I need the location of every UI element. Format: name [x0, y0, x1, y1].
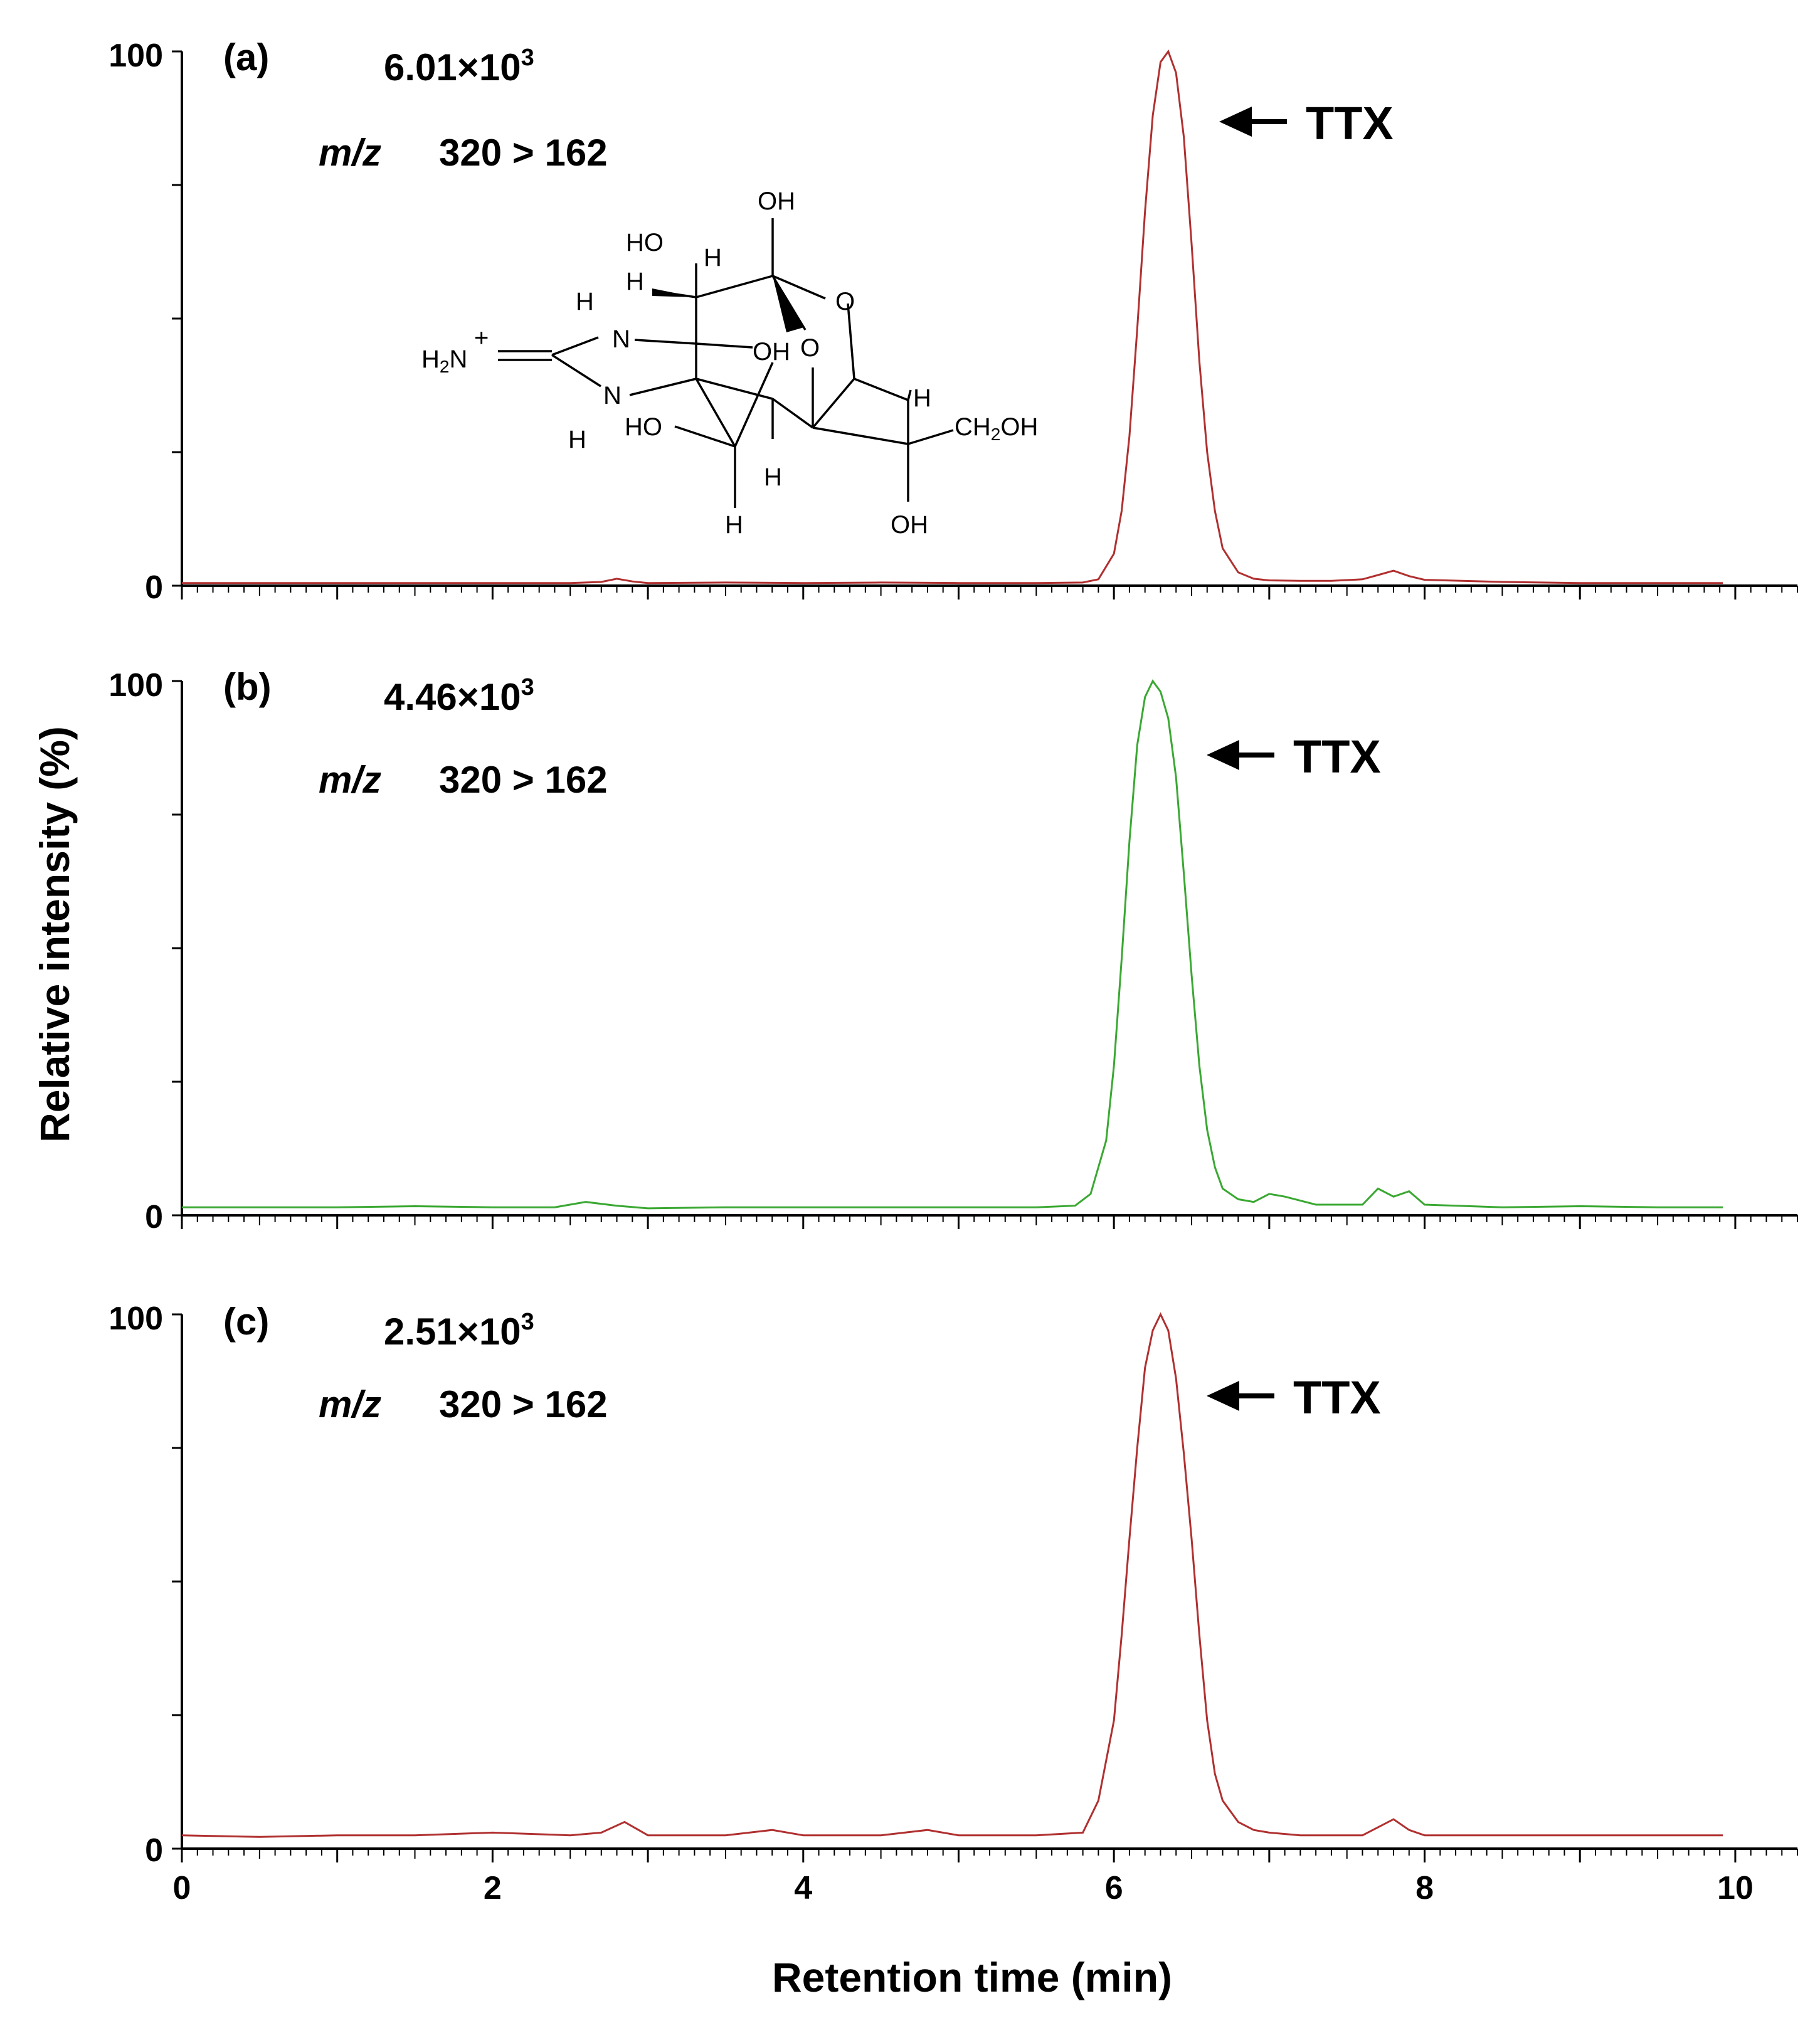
panel-b: 100 0 (b) 4.46×103 m/z 320 > 162 TTX [108, 666, 1798, 1235]
ttx-oh-center: OH [753, 338, 790, 366]
ttx-n-upper: N [612, 325, 630, 353]
ttx-structure-labels: OH HO H H O H N OH O + H2N N H H HO CH2O… [421, 188, 1038, 539]
panel-b-scale-times: × [457, 676, 479, 718]
panel-b-ttx-label: TTX [1293, 731, 1381, 783]
xtick-label-8: 8 [1415, 1870, 1434, 1906]
ttx-ch2oh-oh: OH [1000, 413, 1038, 441]
ttx-n-lower: N [603, 382, 622, 409]
xtick-label-0: 0 [173, 1870, 191, 1906]
ttx-h2n-h: H [421, 346, 440, 373]
ttx-h-upper: H [704, 244, 722, 272]
xtick-label-2: 2 [484, 1870, 502, 1906]
x-axis-title: Retention time (min) [772, 1954, 1172, 2000]
panel-c-scale-base: 10 [479, 1311, 521, 1353]
ttx-h2n-n: N [449, 346, 467, 373]
panel-c-ttx-label: TTX [1293, 1371, 1381, 1423]
xtick-label-4: 4 [794, 1870, 812, 1906]
ttx-plus: + [474, 324, 489, 352]
ttx-h2n: H2N [421, 346, 467, 376]
panel-b-transition: 320 > 162 [439, 759, 608, 801]
panel-a-y-ticks [172, 50, 182, 587]
panel-a-ttx-label: TTX [1306, 97, 1394, 149]
panel-c-y-ticks [172, 1313, 182, 1850]
panel-c-ttx-annotation: TTX [1207, 1371, 1381, 1423]
ttx-h-right: H [913, 384, 931, 412]
panel-c-scale-mantissa: 2.51 [384, 1311, 457, 1353]
panel-b-ytick-0: 0 [145, 1199, 163, 1235]
panel-b-scale: 4.46×103 [384, 674, 534, 718]
panel-b-label: (b) [223, 666, 272, 708]
panel-a-label: (a) [223, 36, 269, 78]
panel-c-scale-exp: 3 [521, 1309, 534, 1335]
ttx-h-left: H [626, 268, 644, 295]
panel-a-ytick-0: 0 [145, 569, 163, 606]
panel-b-scale-exp: 3 [521, 674, 534, 700]
ttx-ch2oh-ch: CH [955, 413, 991, 441]
panel-a-scale-mantissa: 6.01 [384, 46, 457, 88]
ttx-ho-lower: HO [625, 413, 662, 441]
ttx-h-bottom: H [725, 511, 743, 539]
panel-b-mz-label: m/z [319, 759, 381, 801]
ttx-h-n-lower: H [568, 426, 586, 453]
ttx-oh-top: OH [758, 188, 795, 215]
panel-c-ttx-arrowhead [1207, 1381, 1239, 1411]
panel-b-ttx-arrowhead [1207, 740, 1239, 770]
panel-a-scale-exp: 3 [521, 45, 534, 71]
panel-b-ttx-annotation: TTX [1207, 731, 1381, 783]
ttx-ch2oh-sub: 2 [991, 425, 1001, 444]
panel-a-ttx-annotation: TTX [1219, 97, 1394, 149]
panel-a-ytick-100: 100 [108, 38, 163, 74]
panel-b-y-ticks [172, 680, 182, 1217]
panel-a-scale-times: × [457, 46, 479, 88]
panel-b-ytick-100: 100 [108, 667, 163, 704]
panel-b-trace [182, 679, 1723, 1210]
panel-c-ytick-100: 100 [108, 1301, 163, 1337]
x-tick-labels: 0 2 4 6 8 10 [173, 1870, 1754, 1906]
ttx-h-mid: H [764, 463, 782, 491]
ttx-o-bridge: O [800, 334, 820, 362]
panel-c-scale-times: × [457, 1311, 479, 1353]
panel-c-ytick-0: 0 [145, 1832, 163, 1869]
panel-a-scale: 6.01×103 [384, 45, 534, 88]
ttx-h2n-sub: 2 [440, 357, 450, 376]
panel-b-scale-base: 10 [479, 676, 521, 718]
ttx-oh-bottom: OH [891, 511, 928, 539]
panel-a-ttx-arrowhead [1219, 107, 1252, 137]
panel-b-x-ticks [181, 1215, 1798, 1229]
xtick-label-10: 10 [1717, 1870, 1754, 1906]
panel-c-transition: 320 > 162 [439, 1383, 608, 1425]
panel-b-scale-mantissa: 4.46 [384, 676, 457, 718]
ttx-structure-drawing [498, 218, 954, 508]
panel-c-x-ticks [181, 1849, 1798, 1862]
ttx-ho-left: HO [626, 229, 664, 256]
panel-a-scale-base: 10 [479, 46, 521, 88]
ttx-h-n-upper: H [576, 288, 594, 315]
panel-a-x-ticks [181, 586, 1798, 600]
y-axis-title: Relative intensity (%) [31, 726, 78, 1143]
panel-a-trace [182, 49, 1723, 584]
panel-c-mz-label: m/z [319, 1383, 381, 1425]
panel-c-scale: 2.51×103 [384, 1309, 534, 1353]
ttx-o-ring: O [835, 288, 855, 315]
xtick-label-6: 6 [1105, 1870, 1123, 1906]
panel-c: 100 0 (c) 2.51×103 m/z 320 > 162 TTX [108, 1301, 1798, 1869]
panel-a: 100 0 (a) 6.01×103 m/z 320 > 162 TTX [108, 36, 1798, 606]
ttx-ch2oh: CH2OH [955, 413, 1038, 444]
panel-a-transition: 320 > 162 [439, 132, 608, 174]
panel-c-trace [181, 1312, 1723, 1838]
panel-c-label: (c) [223, 1301, 269, 1343]
panel-a-mz-label: m/z [319, 132, 381, 174]
